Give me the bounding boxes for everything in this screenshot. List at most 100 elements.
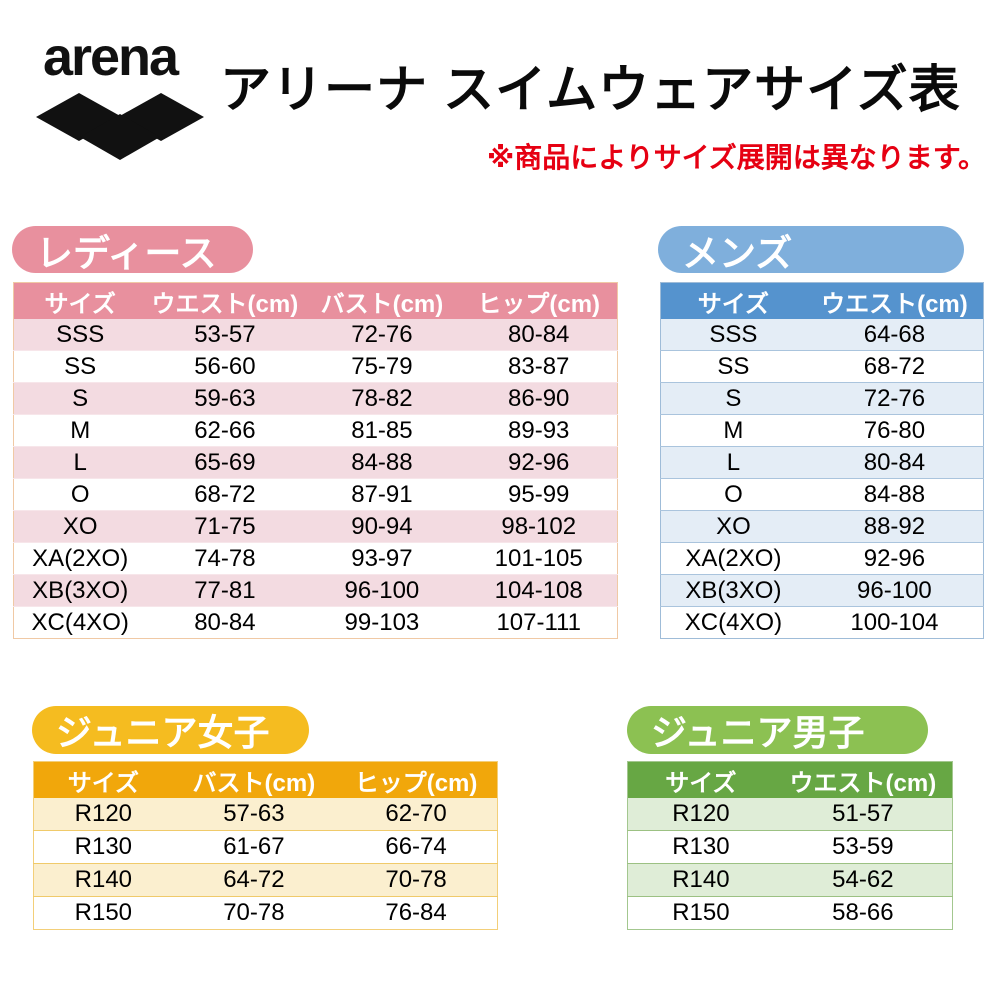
table-row: XC(4XO) 80-84 99-103 107-111 — [13, 606, 618, 639]
table-row: XA(2XO) 92-96 — [660, 542, 984, 575]
arena-logo-text: arena — [42, 27, 179, 87]
table-cell: L — [73, 448, 87, 476]
table-cell: 62-70 — [385, 800, 447, 827]
table-row: R130 61-67 66-74 — [33, 830, 498, 864]
junior-boys-table-body: R120 51-57 R130 53-59 R140 54-62 R150 58-66 — [627, 798, 953, 930]
table-cell: SS — [717, 352, 750, 380]
table-cell: 53-59 — [832, 833, 894, 860]
size-variation-note: ※商品によりサイズ展開は異なります。 — [486, 142, 986, 173]
table-cell: 86-90 — [508, 384, 570, 412]
table-row: R120 51-57 — [627, 798, 953, 831]
table-row: R140 64-72 70-78 — [33, 863, 498, 897]
table-cell: 92-96 — [508, 448, 570, 476]
junior-boys-table-header-row: サイズ ウエスト(cm) — [627, 761, 953, 798]
table-row: S 59-63 78-82 86-90 — [13, 382, 618, 415]
junior-boys-size-table: サイズ ウエスト(cm) R120 51-57 R130 53-59 R140 54-62 R… — [627, 761, 953, 930]
table-cell: M — [70, 416, 91, 444]
table-cell: L — [726, 448, 741, 476]
table-cell: 96-100 — [857, 576, 932, 604]
table-cell: 87-91 — [351, 480, 413, 508]
table-row: M 62-66 81-85 89-93 — [13, 414, 618, 447]
table-row: R150 70-78 76-84 — [33, 896, 498, 930]
table-row: SS 56-60 75-79 83-87 — [13, 350, 618, 383]
table-cell: 88-92 — [863, 512, 926, 540]
table-cell: 51-57 — [832, 800, 894, 827]
table-cell: 66-74 — [385, 833, 447, 860]
mens-section-label: メンズ — [658, 226, 964, 274]
table-row: O 68-72 87-91 95-99 — [13, 478, 618, 511]
table-row: S 72-76 — [660, 382, 984, 415]
ladies-table-header-row: サイズ ウエスト(cm) バスト(cm) ヒップ(cm) — [13, 282, 618, 319]
table-row: R140 54-62 — [627, 863, 953, 897]
table-cell: 74-78 — [194, 544, 256, 572]
table-cell: 72-76 — [351, 320, 413, 348]
mens-table-body: SSS 64-68 SS 68-72 S 72-76 M 76-80 L 80-84 O 84-88 X… — [660, 319, 984, 639]
table-cell: 58-66 — [832, 899, 894, 926]
table-cell: 95-99 — [508, 480, 570, 508]
table-row: SS 68-72 — [660, 350, 984, 383]
table-cell: 64-72 — [223, 866, 285, 893]
junior-boys-label-text: ジュニア男子 — [651, 712, 865, 753]
table-cell: 93-97 — [351, 544, 413, 572]
table-cell: R140 — [74, 866, 133, 893]
arena-diamonds-icon — [36, 93, 204, 160]
table-cell: 84-88 — [351, 448, 413, 476]
table-cell: 89-93 — [508, 416, 570, 444]
table-cell: 84-88 — [863, 480, 926, 508]
table-row: R130 53-59 — [627, 830, 953, 864]
table-cell: XA(2XO) — [32, 544, 129, 572]
table-cell: 70-78 — [385, 866, 447, 893]
table-row: XA(2XO) 74-78 93-97 101-105 — [13, 542, 618, 575]
table-cell: 96-100 — [344, 576, 420, 604]
table-cell: R120 — [672, 800, 730, 827]
table-cell: 107-111 — [496, 608, 581, 636]
table-cell: 99-103 — [344, 608, 420, 636]
table-cell: XO — [62, 512, 98, 540]
table-cell: R130 — [672, 833, 730, 860]
column-header: バスト(cm) — [172, 761, 336, 798]
table-cell: R140 — [672, 866, 730, 893]
junior-boys-section-label: ジュニア男子 — [627, 706, 928, 754]
table-cell: 68-72 — [863, 352, 926, 380]
column-header: サイズ — [627, 761, 774, 798]
table-row: M 76-80 — [660, 414, 984, 447]
column-header: サイズ — [13, 282, 147, 319]
table-cell: 57-63 — [223, 800, 285, 827]
table-cell: 75-79 — [351, 352, 413, 380]
column-header: ウエスト(cm) — [805, 282, 984, 319]
mens-size-table: サイズ ウエスト(cm) SSS 64-68 SS 68-72 S 72-76 M 76-80 L… — [660, 282, 984, 639]
table-cell: XB(3XO) — [685, 576, 782, 604]
table-cell: 90-94 — [351, 512, 413, 540]
table-cell: 70-78 — [223, 899, 285, 926]
table-row: XB(3XO) 96-100 — [660, 574, 984, 607]
table-row: XC(4XO) 100-104 — [660, 606, 984, 639]
ladies-section-label: レディース — [12, 226, 253, 274]
table-row: XB(3XO) 77-81 96-100 104-108 — [13, 574, 618, 607]
ladies-table-body: SSS 53-57 72-76 80-84 SS 56-60 75-79 83-87 S 59-6… — [13, 319, 618, 639]
table-cell: XC(4XO) — [31, 608, 129, 636]
table-cell: 100-104 — [850, 608, 939, 636]
table-cell: XB(3XO) — [32, 576, 129, 604]
table-cell: 81-85 — [351, 416, 413, 444]
table-cell: 98-102 — [501, 512, 577, 540]
table-cell: 64-68 — [863, 320, 926, 348]
junior-girls-size-table: サイズ バスト(cm) ヒップ(cm) R120 57-63 62-70 R130 61-6… — [33, 761, 498, 930]
table-row: R120 57-63 62-70 — [33, 798, 498, 831]
table-cell: 71-75 — [194, 512, 256, 540]
table-cell: 78-82 — [351, 384, 413, 412]
table-cell: 80-84 — [508, 320, 570, 348]
table-cell: R130 — [74, 833, 133, 860]
junior-girls-label-text: ジュニア女子 — [56, 712, 270, 753]
column-header: ヒップ(cm) — [460, 282, 618, 319]
junior-girls-section-label: ジュニア女子 — [32, 706, 309, 754]
table-cell: 59-63 — [194, 384, 256, 412]
table-cell: 68-72 — [194, 480, 256, 508]
table-cell: 101-105 — [494, 544, 583, 572]
table-row: L 65-69 84-88 92-96 — [13, 446, 618, 479]
table-cell: 53-57 — [194, 320, 256, 348]
table-cell: 65-69 — [194, 448, 256, 476]
table-row: R150 58-66 — [627, 896, 953, 930]
table-cell: SSS — [709, 320, 758, 348]
table-row: XO 88-92 — [660, 510, 984, 543]
